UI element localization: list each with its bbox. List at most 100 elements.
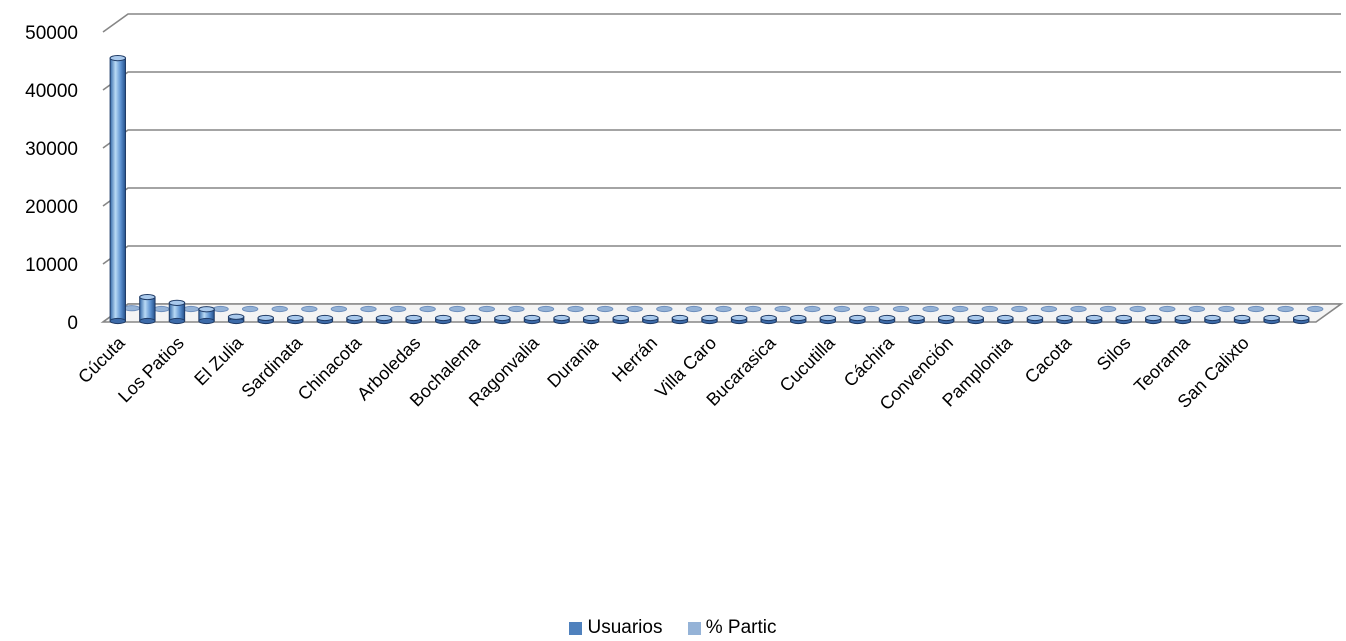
bar-usuarios bbox=[435, 314, 452, 325]
x-category-label: Cáchira bbox=[840, 332, 899, 391]
bar-partic bbox=[804, 305, 821, 313]
legend-label-usuarios: Usuarios bbox=[587, 617, 663, 638]
bar-partic bbox=[389, 305, 407, 313]
bar-usuarios bbox=[1293, 314, 1310, 325]
x-category-label: Cacota bbox=[1021, 332, 1076, 387]
bar-partic bbox=[1099, 305, 1117, 313]
bar-usuarios bbox=[1085, 314, 1103, 325]
y-tick-label: 20000 bbox=[25, 197, 78, 218]
bar-partic bbox=[892, 305, 910, 313]
bar-usuarios bbox=[967, 314, 984, 325]
y-axis-tick-labels: 0 10000 20000 30000 40000 50000 bbox=[25, 23, 78, 334]
bar-usuarios bbox=[139, 293, 156, 325]
bar-partic bbox=[567, 305, 584, 313]
legend: Usuarios % Partic bbox=[0, 617, 1346, 641]
gridline bbox=[102, 13, 1341, 33]
bar-usuarios bbox=[937, 314, 955, 325]
bar-usuarios bbox=[1115, 314, 1132, 325]
bar-partic bbox=[330, 305, 348, 313]
bar-partic bbox=[863, 305, 880, 313]
bar-partic bbox=[833, 305, 851, 313]
bar-usuarios bbox=[553, 314, 570, 325]
bar-partic bbox=[1218, 305, 1235, 313]
bar-partic bbox=[685, 305, 703, 313]
bar-usuarios bbox=[494, 314, 511, 325]
gridline bbox=[102, 129, 1341, 149]
x-category-label: Herrán bbox=[608, 333, 661, 386]
bar-usuarios bbox=[819, 314, 837, 325]
bar-partic bbox=[1070, 305, 1087, 313]
bar-usuarios bbox=[1263, 314, 1280, 325]
legend-swatch-partic bbox=[687, 621, 701, 635]
bar-partic bbox=[478, 305, 496, 313]
bar-partic bbox=[537, 305, 555, 313]
bar-usuarios bbox=[1174, 314, 1192, 325]
legend-item-usuarios: Usuarios bbox=[569, 617, 662, 639]
bar-usuarios bbox=[227, 313, 245, 325]
gridline bbox=[102, 71, 1341, 91]
bar-partic bbox=[922, 305, 939, 313]
y-tick-label: 30000 bbox=[25, 139, 78, 160]
gridline bbox=[102, 187, 1341, 207]
y-tick-label: 10000 bbox=[25, 255, 78, 276]
bar-usuarios bbox=[287, 314, 304, 325]
bar-usuarios bbox=[168, 299, 186, 325]
bar-partic bbox=[1159, 305, 1176, 313]
bar-usuarios bbox=[1233, 314, 1251, 325]
x-category-label: Cúcuta bbox=[74, 332, 129, 387]
gridlines bbox=[100, 13, 1344, 323]
bar-partic bbox=[241, 305, 259, 313]
bar-partic bbox=[1129, 305, 1146, 313]
bar-partic bbox=[1277, 305, 1294, 313]
bar-usuarios bbox=[849, 314, 866, 325]
bar-usuarios bbox=[730, 314, 748, 325]
bar-usuarios bbox=[878, 314, 896, 325]
x-category-label: El Zulia bbox=[190, 332, 247, 389]
bar-usuarios bbox=[671, 314, 689, 325]
x-category-label: Silos bbox=[1093, 333, 1135, 375]
bar-usuarios bbox=[523, 314, 541, 325]
bar-usuarios bbox=[582, 314, 600, 325]
y-tick-label: 0 bbox=[67, 313, 78, 334]
bar-partic bbox=[626, 305, 643, 313]
bar-partic bbox=[1247, 305, 1265, 313]
bar-usuarios bbox=[790, 314, 807, 325]
legend-swatch-usuarios bbox=[569, 621, 583, 635]
bar-partic bbox=[271, 305, 288, 313]
bar-usuarios bbox=[612, 314, 629, 325]
bar-partic bbox=[1011, 305, 1028, 313]
bar-partic bbox=[182, 305, 200, 313]
gridline bbox=[102, 245, 1341, 265]
bar-usuarios bbox=[316, 314, 334, 325]
bar-usuarios bbox=[908, 314, 925, 325]
bar-partic bbox=[153, 305, 170, 313]
legend-item-partic: % Partic bbox=[687, 617, 777, 639]
y-tick-label: 50000 bbox=[25, 23, 78, 44]
bars bbox=[109, 55, 1324, 325]
bar-usuarios bbox=[997, 314, 1014, 325]
bar-partic bbox=[596, 305, 614, 313]
bar-partic bbox=[1307, 305, 1324, 313]
bar-partic bbox=[656, 305, 673, 313]
bar-partic bbox=[360, 305, 377, 313]
bar-partic bbox=[715, 305, 732, 313]
bar-usuarios bbox=[701, 314, 718, 325]
bar-partic bbox=[1188, 305, 1206, 313]
y-tick-label: 40000 bbox=[25, 81, 78, 102]
bar-usuarios bbox=[375, 314, 393, 325]
bar-usuarios bbox=[1204, 314, 1221, 325]
bar-partic bbox=[449, 305, 466, 313]
bar-usuarios bbox=[1056, 314, 1073, 325]
bar-partic bbox=[301, 305, 318, 313]
x-category-label: Cucutilla bbox=[776, 332, 840, 396]
bar-usuarios bbox=[760, 314, 777, 325]
bar-usuarios bbox=[1145, 314, 1162, 325]
bar-usuarios bbox=[405, 314, 422, 325]
bar-usuarios bbox=[346, 314, 363, 325]
bar-partic bbox=[744, 305, 762, 313]
bar-partic bbox=[1040, 305, 1058, 313]
bar-usuarios bbox=[198, 306, 215, 325]
bar-partic bbox=[123, 305, 140, 312]
